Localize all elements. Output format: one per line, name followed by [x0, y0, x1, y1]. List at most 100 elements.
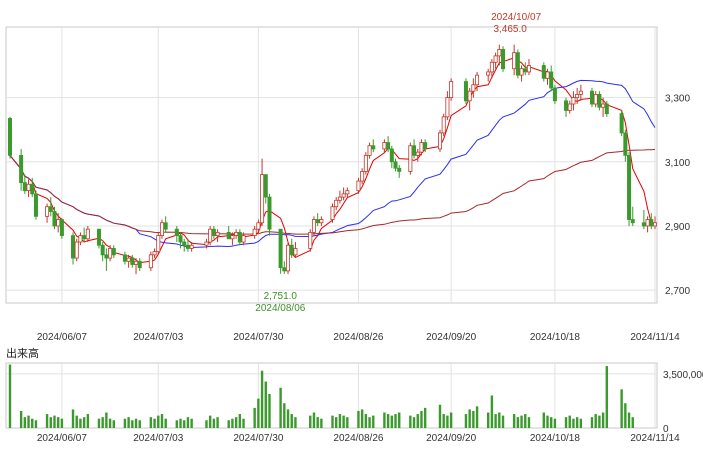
volume-bar [186, 417, 190, 428]
candle [552, 84, 557, 105]
candle [645, 216, 650, 233]
candle-body [564, 100, 569, 111]
candle [363, 152, 368, 175]
candle-body [174, 228, 179, 237]
volume-bar [320, 418, 323, 428]
volume-bar [472, 410, 475, 428]
candle [627, 152, 632, 226]
candle-body [185, 244, 190, 249]
candle-body [604, 103, 609, 115]
candle [604, 100, 609, 117]
candle [564, 97, 569, 117]
price-tick-labels: 2,700 2,900 3,100 3,300 [665, 94, 690, 298]
candle [152, 248, 157, 259]
candle [423, 139, 428, 153]
candle [174, 225, 179, 243]
candle-body [541, 65, 546, 79]
candle [178, 232, 183, 249]
volume-bar [179, 418, 182, 428]
candle [260, 158, 265, 226]
candle [85, 225, 90, 243]
candle-body [623, 132, 628, 156]
candle [237, 229, 242, 246]
volume-bar [23, 417, 27, 428]
volume-bar [183, 420, 186, 428]
candle [630, 206, 635, 226]
volume-title: 出来高 [6, 346, 39, 360]
volume-bar [101, 417, 104, 428]
volume-bar [134, 418, 138, 428]
candle [393, 158, 398, 172]
candle-body [263, 174, 268, 198]
date-tick-label: 2024/08/26 [333, 332, 383, 343]
candle-body [130, 257, 135, 265]
candle-body [56, 219, 61, 227]
candle-body [330, 206, 335, 220]
date-tick-label: 2024/07/30 [233, 332, 283, 343]
candle-body [289, 244, 294, 256]
volume-bar [257, 398, 260, 428]
volume-bar [416, 414, 419, 428]
candle [519, 65, 524, 82]
candle-body [526, 65, 531, 73]
candle-body [78, 235, 83, 243]
volume-bar [56, 417, 60, 428]
volume-bar [338, 414, 342, 428]
volume-tick-label: 0 [663, 424, 669, 435]
candle [619, 110, 624, 137]
candle [163, 216, 168, 233]
candle-body [311, 219, 316, 233]
volume-bar [542, 412, 545, 428]
date-tick-label: 2024/11/14 [630, 332, 680, 343]
candle-body [30, 183, 35, 195]
candle-body [208, 228, 213, 243]
candle-body [641, 222, 646, 227]
candle [512, 44, 517, 76]
volume-bar [34, 420, 38, 428]
candle [489, 59, 494, 79]
volume-bar [153, 418, 156, 428]
candle-body [571, 97, 576, 105]
candle-body [315, 219, 320, 224]
volume-bar [631, 417, 634, 428]
volume-bar [624, 403, 627, 428]
volume-bar [112, 420, 115, 428]
candle [148, 251, 153, 271]
volume-bar [279, 387, 282, 428]
candle [545, 68, 550, 85]
volume-date-tick-label: 2024/11/14 [630, 433, 680, 444]
candle [486, 68, 491, 82]
volume-bar [127, 417, 130, 428]
candle [471, 78, 476, 98]
volume-bar [498, 412, 501, 428]
candle [226, 225, 231, 240]
volume-bar [31, 418, 34, 428]
candle-body [237, 231, 242, 243]
volume-bar [620, 389, 623, 428]
candle [100, 242, 105, 262]
date-tick-label: 2024/09/20 [426, 332, 476, 343]
candle-body [74, 241, 79, 259]
volume-bar [45, 414, 49, 428]
candle-body [363, 154, 368, 172]
ma-long-line [9, 148, 656, 235]
candle [111, 245, 116, 259]
candle [189, 242, 194, 252]
candle-body [597, 93, 602, 108]
candle-body [85, 228, 90, 240]
candle-body [111, 248, 116, 256]
candle-body [48, 206, 53, 212]
volume-bar [568, 415, 571, 428]
volume-bar [579, 418, 583, 428]
candle [252, 225, 257, 239]
candle [623, 129, 628, 162]
candle-body [489, 61, 494, 73]
price-tick-label: 2,700 [665, 286, 690, 297]
date-tick-labels-volume: 2024/06/07 2024/07/03 2024/07/30 2024/08/26… [37, 433, 680, 444]
candle [156, 232, 161, 255]
candle [408, 142, 413, 175]
price-plot-area [5, 26, 658, 304]
candle-body [52, 211, 57, 227]
volume-bar [520, 415, 523, 428]
